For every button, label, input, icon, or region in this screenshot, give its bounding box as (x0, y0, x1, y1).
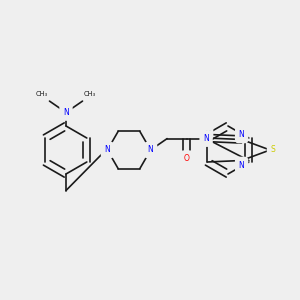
Text: H: H (205, 130, 210, 136)
Text: O: O (184, 154, 190, 163)
Text: S: S (271, 146, 275, 154)
Text: CH₃: CH₃ (36, 92, 48, 98)
Text: N: N (104, 146, 110, 154)
Text: N: N (203, 134, 209, 143)
Text: N: N (239, 130, 244, 140)
Text: N: N (239, 160, 244, 169)
Text: N: N (148, 146, 154, 154)
Text: N: N (63, 108, 69, 117)
Text: CH₃: CH₃ (84, 92, 96, 98)
